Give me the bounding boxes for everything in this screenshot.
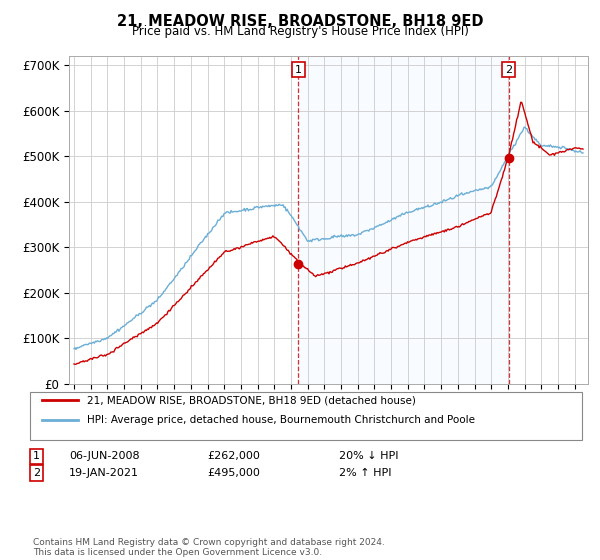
Text: 2: 2 bbox=[505, 64, 512, 74]
Text: £495,000: £495,000 bbox=[207, 468, 260, 478]
Text: 1: 1 bbox=[33, 451, 40, 461]
Text: 20% ↓ HPI: 20% ↓ HPI bbox=[339, 451, 398, 461]
Text: 06-JUN-2008: 06-JUN-2008 bbox=[69, 451, 140, 461]
Text: Price paid vs. HM Land Registry's House Price Index (HPI): Price paid vs. HM Land Registry's House … bbox=[131, 25, 469, 38]
Text: £262,000: £262,000 bbox=[207, 451, 260, 461]
Text: Contains HM Land Registry data © Crown copyright and database right 2024.
This d: Contains HM Land Registry data © Crown c… bbox=[33, 538, 385, 557]
Text: 19-JAN-2021: 19-JAN-2021 bbox=[69, 468, 139, 478]
Text: 2% ↑ HPI: 2% ↑ HPI bbox=[339, 468, 391, 478]
Text: 21, MEADOW RISE, BROADSTONE, BH18 9ED (detached house): 21, MEADOW RISE, BROADSTONE, BH18 9ED (d… bbox=[87, 395, 416, 405]
Text: HPI: Average price, detached house, Bournemouth Christchurch and Poole: HPI: Average price, detached house, Bour… bbox=[87, 415, 475, 425]
Text: 21, MEADOW RISE, BROADSTONE, BH18 9ED: 21, MEADOW RISE, BROADSTONE, BH18 9ED bbox=[117, 14, 483, 29]
Text: 2: 2 bbox=[33, 468, 40, 478]
Bar bbox=[298, 56, 509, 384]
Text: 1: 1 bbox=[295, 64, 302, 74]
